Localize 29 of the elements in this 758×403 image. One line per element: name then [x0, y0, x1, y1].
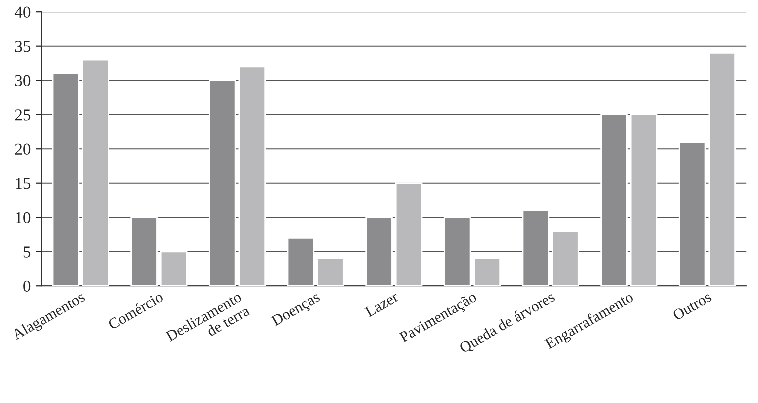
bar	[287, 237, 315, 286]
bar	[208, 80, 236, 286]
y-tick-label: 40	[14, 6, 31, 18]
bar	[366, 216, 393, 286]
y-tick-label: 25	[15, 110, 31, 121]
bar	[708, 52, 736, 286]
y-tick-label: 30	[15, 75, 31, 87]
y-tick-label: 15	[16, 178, 31, 190]
bar	[444, 216, 472, 286]
bar	[474, 258, 502, 286]
bar	[160, 251, 188, 286]
y-tick-label: 20	[15, 144, 31, 156]
bar	[238, 66, 266, 286]
y-tick-label: 10	[16, 212, 31, 224]
x-tick-label: Outros	[672, 292, 712, 321]
bar	[317, 258, 344, 286]
bar	[552, 230, 580, 286]
y-tick-label: 5	[24, 246, 31, 258]
bar	[522, 210, 550, 286]
y-tick-label: 35	[15, 41, 31, 52]
bar	[678, 142, 706, 286]
bar	[82, 59, 110, 286]
x-tick-label: Lazer	[364, 292, 400, 318]
bar	[630, 114, 658, 286]
bar	[52, 73, 80, 286]
bar	[130, 216, 158, 286]
y-tick-label: 0	[24, 280, 31, 292]
bar	[600, 114, 628, 286]
bar	[395, 182, 423, 286]
